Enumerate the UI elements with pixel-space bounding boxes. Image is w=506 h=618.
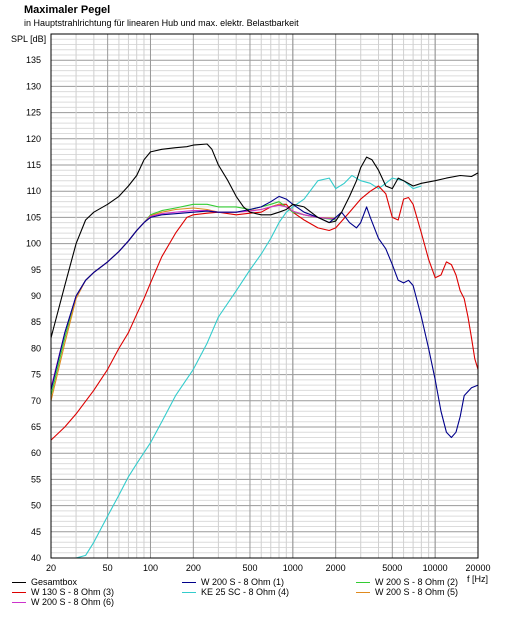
x-tick-label: 5000 [382, 563, 402, 573]
x-tick-label: 20000 [465, 563, 490, 573]
series-line-4 [50, 185, 479, 441]
legend-label: KE 25 SC - 8 Ohm (4) [201, 587, 290, 597]
x-tick-labels: 20 50 100 200 500 1000 2000 5000 10000 20000 [46, 563, 491, 573]
y-tick-labels: 40 45 50 55 60 65 70 75 80 85 90 95 100 105 110 115 120 1… [26, 55, 41, 563]
legend-swatch [182, 591, 196, 593]
legend-label: W 200 S - 8 Ohm (6) [31, 597, 115, 607]
legend-item: KE 25 SC - 8 Ohm (4) [182, 587, 289, 597]
y-tick-label: 50 [31, 501, 41, 511]
x-tick-label: 1000 [283, 563, 303, 573]
y-tick-label: 60 [31, 448, 41, 458]
legend-item: W 200 S - 8 Ohm (1) [182, 577, 284, 587]
legend-label: W 200 S - 8 Ohm (1) [201, 577, 285, 587]
legend-swatch [12, 601, 26, 603]
series-line-5 [51, 174, 422, 559]
y-tick-label: 135 [26, 55, 41, 65]
legend-item: W 200 S - 8 Ohm (5) [356, 587, 458, 597]
y-tick-label: 55 [31, 474, 41, 484]
x-tick-label: 50 [103, 563, 113, 573]
x-tick-label: 20 [46, 563, 56, 573]
chart-subtitle: in Hauptstrahlrichtung für linearen Hub … [24, 18, 299, 28]
legend: Gesamtbox W 200 S - 8 Ohm (1) W 200 S - 8 … [0, 577, 506, 618]
legend-swatch [356, 581, 370, 583]
x-axis-label: f [Hz] [467, 574, 489, 584]
y-tick-label: 75 [31, 370, 41, 380]
series-line-1 [50, 143, 479, 339]
x-tick-label: 2000 [326, 563, 346, 573]
chart-title: Maximaler Pegel [24, 4, 111, 16]
y-tick-label: 95 [31, 265, 41, 275]
y-tick-label: 80 [31, 343, 41, 353]
y-tick-label: 70 [31, 396, 41, 406]
x-tick-label: 10000 [423, 563, 448, 573]
y-tick-label: 100 [26, 239, 41, 249]
y-tick-label: 90 [31, 291, 41, 301]
y-tick-label: 85 [31, 317, 41, 327]
y-tick-label: 115 [27, 160, 41, 170]
y-tick-label: 45 [31, 527, 41, 537]
legend-label: W 200 S - 8 Ohm (2) [375, 577, 459, 587]
x-tick-label: 200 [186, 563, 201, 573]
y-axis-label: SPL [dB] [11, 34, 47, 44]
grid [50, 33, 479, 559]
series-lines [50, 143, 479, 559]
y-tick-label: 120 [26, 134, 41, 144]
legend-item: W 130 S - 8 Ohm (3) [12, 587, 114, 597]
legend-item: Gesamtbox [12, 577, 77, 587]
legend-swatch [12, 591, 26, 593]
legend-swatch [12, 581, 26, 583]
y-tick-label: 40 [31, 553, 41, 563]
x-tick-label: 100 [143, 563, 158, 573]
y-tick-label: 130 [26, 81, 41, 91]
y-tick-label: 105 [26, 212, 41, 222]
y-tick-label: 65 [31, 422, 41, 432]
y-tick-label: 125 [26, 108, 41, 118]
legend-label: Gesamtbox [31, 577, 78, 587]
legend-label: W 130 S - 8 Ohm (3) [31, 587, 115, 597]
legend-item: W 200 S - 8 Ohm (2) [356, 577, 458, 587]
legend-swatch [356, 591, 370, 593]
y-tick-label: 110 [27, 186, 41, 196]
legend-swatch [182, 581, 196, 583]
plot-frame [50, 33, 479, 559]
legend-item: W 200 S - 8 Ohm (6) [12, 597, 114, 607]
legend-label: W 200 S - 8 Ohm (5) [375, 587, 459, 597]
x-tick-label: 500 [242, 563, 257, 573]
